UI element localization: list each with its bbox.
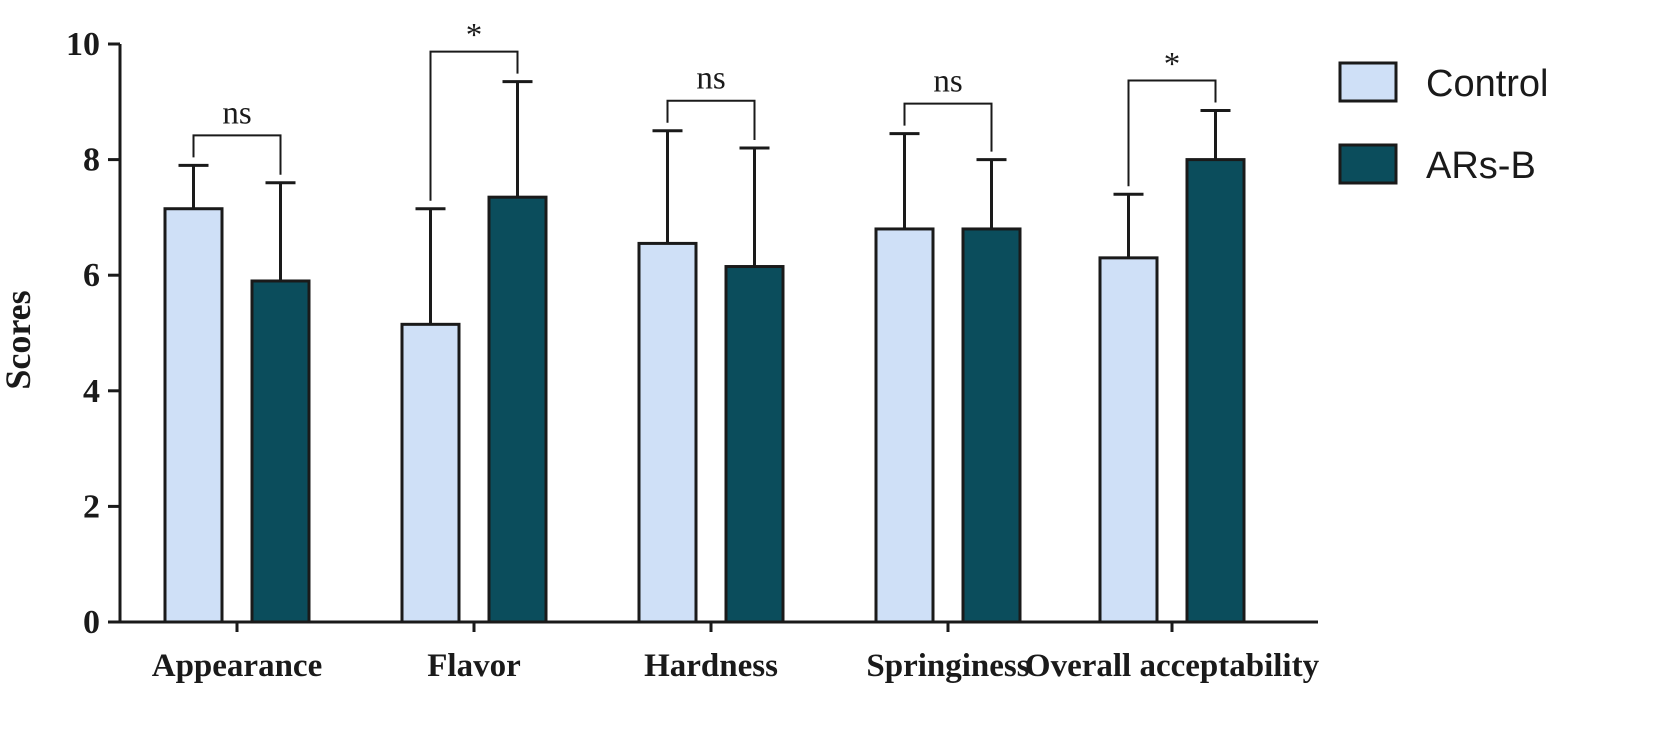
y-tick-label: 6 bbox=[83, 257, 100, 294]
significance-bracket bbox=[1127, 79, 1217, 187]
significance-bracket bbox=[903, 102, 993, 152]
y-tick-label: 4 bbox=[83, 373, 100, 410]
bars bbox=[163, 158, 1246, 624]
bar-control bbox=[163, 207, 224, 624]
significance-bracket bbox=[666, 99, 756, 141]
significance-bracket bbox=[429, 50, 519, 201]
category-label: Springiness bbox=[866, 648, 1029, 684]
y-tick-label: 0 bbox=[83, 604, 100, 641]
significance-label: * bbox=[1164, 46, 1181, 82]
legend-swatch bbox=[1338, 143, 1398, 185]
significance-label: ns bbox=[696, 61, 725, 97]
category-label: Hardness bbox=[644, 648, 778, 684]
y-tick-label: 8 bbox=[83, 142, 100, 179]
significance-annotations: ns * ns ns * bbox=[192, 18, 1217, 201]
y-tick-label: 2 bbox=[83, 488, 100, 525]
error-bars bbox=[178, 80, 1231, 325]
axes: 0 2 4 6 8 10 Scores bbox=[0, 26, 1318, 641]
significance-label: * bbox=[466, 18, 483, 54]
legend-swatch bbox=[1338, 61, 1398, 103]
bar-control bbox=[1098, 256, 1159, 624]
category-label: Overall acceptability bbox=[1025, 648, 1320, 684]
bar-control bbox=[637, 241, 698, 624]
bar-arsb bbox=[724, 265, 785, 624]
bar-control bbox=[874, 227, 935, 624]
y-tick-label: 10 bbox=[66, 26, 100, 63]
bar-arsb bbox=[1185, 158, 1246, 624]
legend-label: ARs-B bbox=[1426, 145, 1536, 187]
bar-arsb bbox=[250, 279, 311, 624]
bar-arsb bbox=[487, 195, 548, 624]
bar-control bbox=[400, 322, 461, 624]
legend: Control ARs-B bbox=[1338, 61, 1549, 187]
significance-bracket bbox=[192, 134, 282, 175]
significance-label: ns bbox=[222, 95, 251, 131]
category-label: Appearance bbox=[152, 648, 322, 684]
y-axis-title: Scores bbox=[0, 290, 38, 389]
legend-label: Control bbox=[1426, 63, 1549, 105]
category-label: Flavor bbox=[427, 648, 520, 684]
bar-arsb bbox=[961, 227, 1022, 624]
category-labels: Appearance Flavor Hardness SpringinessOvera… bbox=[152, 648, 1320, 684]
significance-label: ns bbox=[933, 64, 962, 100]
